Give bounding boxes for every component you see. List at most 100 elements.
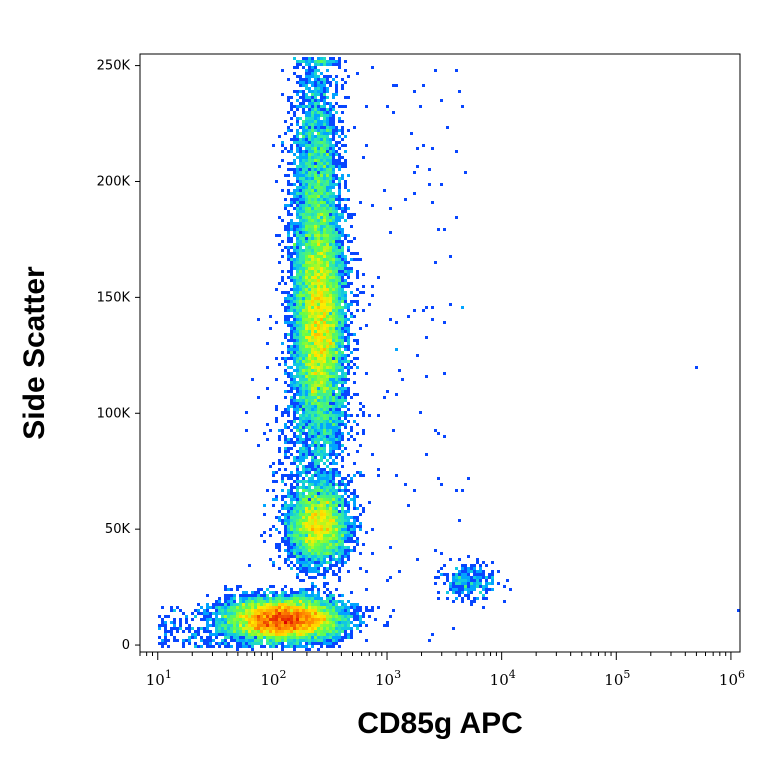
density-point (311, 273, 314, 276)
density-point (311, 306, 314, 309)
density-point (329, 153, 332, 156)
density-point (317, 441, 320, 444)
density-point (287, 225, 290, 228)
density-point (353, 528, 356, 531)
density-point (341, 357, 344, 360)
density-point (335, 195, 338, 198)
density-point (338, 339, 341, 342)
density-point (287, 324, 290, 327)
density-point (311, 204, 314, 207)
density-point (218, 645, 221, 648)
density-point (332, 549, 335, 552)
density-point (302, 504, 305, 507)
density-point (290, 105, 293, 108)
density-point (296, 576, 299, 579)
density-point (302, 357, 305, 360)
density-point (290, 339, 293, 342)
density-point (284, 600, 287, 603)
density-point (299, 360, 302, 363)
density-point (335, 369, 338, 372)
density-point (206, 642, 209, 645)
density-point (317, 327, 320, 330)
density-point (338, 510, 341, 513)
density-point (341, 378, 344, 381)
density-point (320, 198, 323, 201)
density-point (254, 642, 257, 645)
density-point (317, 609, 320, 612)
density-point (305, 537, 308, 540)
density-point (287, 189, 290, 192)
density-point (335, 300, 338, 303)
density-point (344, 96, 347, 99)
density-point (335, 630, 338, 633)
density-point (293, 507, 296, 510)
density-point (278, 435, 281, 438)
density-point (326, 495, 329, 498)
density-point (311, 207, 314, 210)
density-point (299, 405, 302, 408)
density-point (299, 570, 302, 573)
density-point (341, 252, 344, 255)
density-point (269, 534, 272, 537)
density-point (314, 108, 317, 111)
density-point (296, 426, 299, 429)
density-point (284, 483, 287, 486)
density-point (302, 546, 305, 549)
density-point (308, 477, 311, 480)
density-point (326, 525, 329, 528)
density-point (326, 552, 329, 555)
density-point (299, 612, 302, 615)
density-point (329, 597, 332, 600)
density-point (302, 597, 305, 600)
density-point (317, 318, 320, 321)
density-point (332, 390, 335, 393)
density-point (323, 615, 326, 618)
density-point (299, 351, 302, 354)
density-point (293, 645, 296, 648)
density-point (278, 612, 281, 615)
density-point (323, 408, 326, 411)
density-point (332, 543, 335, 546)
density-point (341, 279, 344, 282)
density-point (335, 111, 338, 114)
density-point (299, 501, 302, 504)
density-point (353, 531, 356, 534)
density-point (278, 531, 281, 534)
density-point (344, 501, 347, 504)
density-point (251, 597, 254, 600)
density-point (305, 264, 308, 267)
density-point (302, 450, 305, 453)
density-point (338, 162, 341, 165)
density-point (323, 201, 326, 204)
density-point (461, 600, 464, 603)
density-point (332, 426, 335, 429)
density-point (329, 108, 332, 111)
density-point (335, 162, 338, 165)
density-point (359, 474, 362, 477)
density-point (227, 600, 230, 603)
density-point (353, 315, 356, 318)
density-point (278, 363, 281, 366)
density-point (302, 420, 305, 423)
density-point (302, 345, 305, 348)
density-point (476, 558, 479, 561)
density-point (287, 258, 290, 261)
density-point (305, 243, 308, 246)
density-point (326, 537, 329, 540)
density-point (338, 63, 341, 66)
density-point (317, 231, 320, 234)
density-point (332, 147, 335, 150)
density-point (326, 111, 329, 114)
density-point (338, 615, 341, 618)
density-point (332, 336, 335, 339)
density-point (332, 495, 335, 498)
density-point (233, 627, 236, 630)
density-point (344, 387, 347, 390)
density-point (308, 528, 311, 531)
density-point (341, 414, 344, 417)
density-point (317, 426, 320, 429)
density-point (338, 60, 341, 63)
density-point (320, 171, 323, 174)
density-point (308, 519, 311, 522)
density-point (311, 216, 314, 219)
